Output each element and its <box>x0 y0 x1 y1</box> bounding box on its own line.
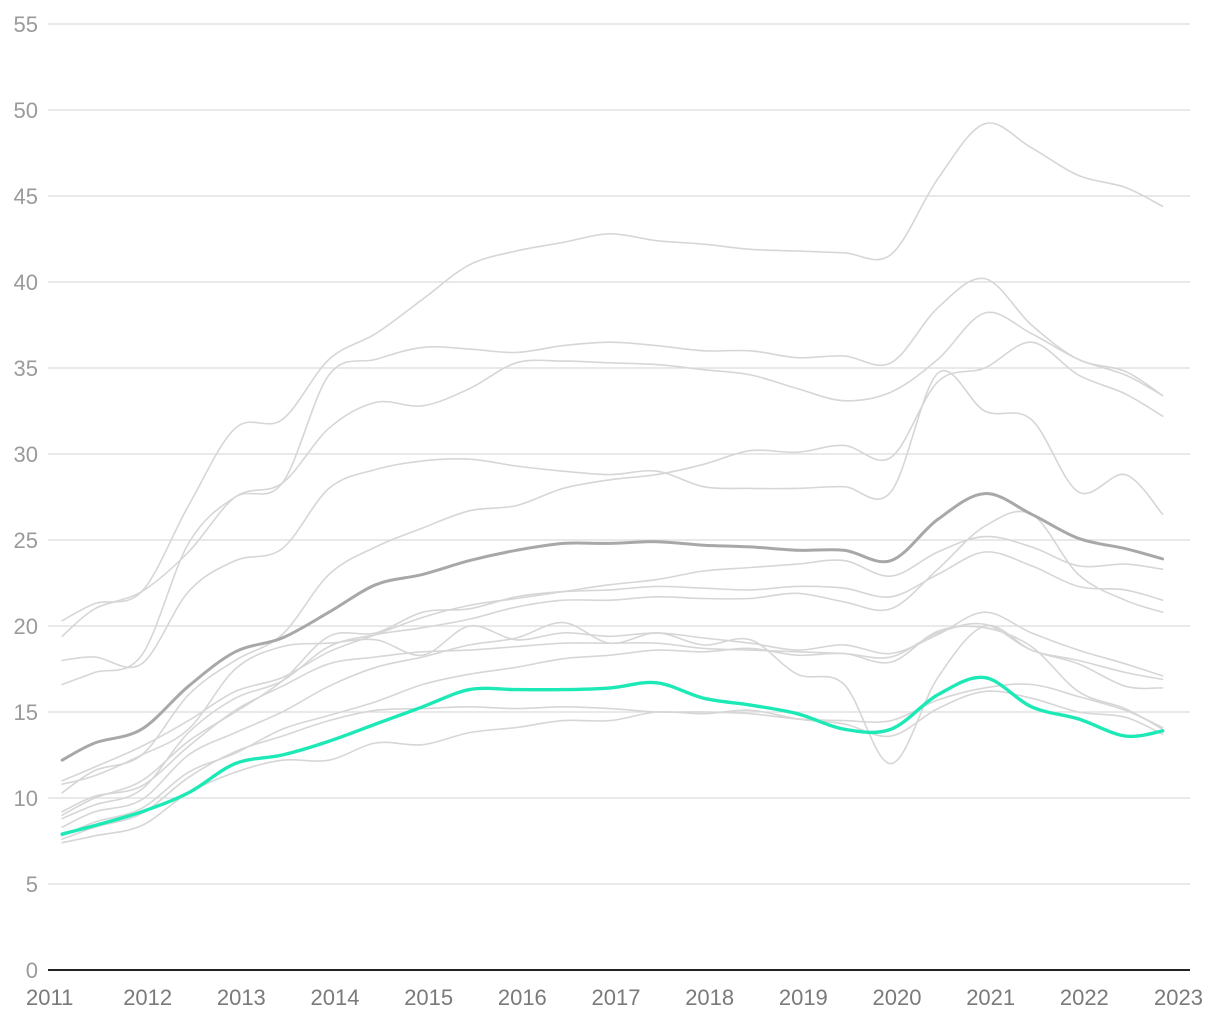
x-tick-label: 2020 <box>873 985 922 1010</box>
y-axis-ticks: 0 5 10 15 20 25 30 35 40 45 50 55 <box>14 12 38 983</box>
series-line-highlighted <box>60 675 1165 836</box>
series-line-average <box>60 492 1165 762</box>
x-tick-label: 2022 <box>1060 985 1109 1010</box>
y-tick-label: 50 <box>14 98 38 123</box>
series-line-series-13 <box>61 683 1164 841</box>
y-tick-label: 10 <box>14 786 38 811</box>
grid-layer <box>48 23 1190 885</box>
series-line-series-08 <box>61 510 1164 820</box>
series-line-series-04 <box>61 277 1164 686</box>
x-tick-label: 2011 <box>26 985 73 1010</box>
y-tick-label: 20 <box>14 614 38 639</box>
x-tick-label: 2019 <box>779 985 828 1010</box>
x-tick-label: 2015 <box>404 985 453 1010</box>
series-line-series-03 <box>61 369 1164 669</box>
y-tick-label: 5 <box>26 872 38 897</box>
x-tick-label: 2012 <box>123 985 172 1010</box>
series-line-series-05 <box>61 341 1164 794</box>
series-line-series-01 <box>61 122 1164 622</box>
y-tick-label: 15 <box>14 700 38 725</box>
y-tick-label: 25 <box>14 528 38 553</box>
series-layer <box>60 122 1165 844</box>
y-tick-label: 40 <box>14 270 38 295</box>
x-tick-label: 2016 <box>498 985 547 1010</box>
y-tick-label: 30 <box>14 442 38 467</box>
y-tick-label: 45 <box>14 184 38 209</box>
y-tick-label: 55 <box>14 12 38 37</box>
x-tick-label: 2018 <box>685 985 734 1010</box>
x-tick-label: 2017 <box>592 985 641 1010</box>
series-line-series-11 <box>61 621 1164 828</box>
x-tick-label: 2021 <box>966 985 1015 1010</box>
y-tick-label: 35 <box>14 356 38 381</box>
y-tick-label: 0 <box>26 958 38 983</box>
x-axis-ticks: 2011 2012 2013 2014 2015 2016 2017 2018 2019 2020… <box>26 985 1203 1010</box>
x-tick-label: 2013 <box>217 985 266 1010</box>
x-tick-label: 2023 <box>1154 985 1203 1010</box>
series-line-series-06 <box>61 535 1164 782</box>
series-line-series-07 <box>61 551 1164 816</box>
series-line-series-14 <box>61 690 1164 844</box>
series-line-series-12 <box>61 625 1164 837</box>
x-tick-label: 2014 <box>311 985 360 1010</box>
series-line-series-09 <box>61 611 1164 785</box>
